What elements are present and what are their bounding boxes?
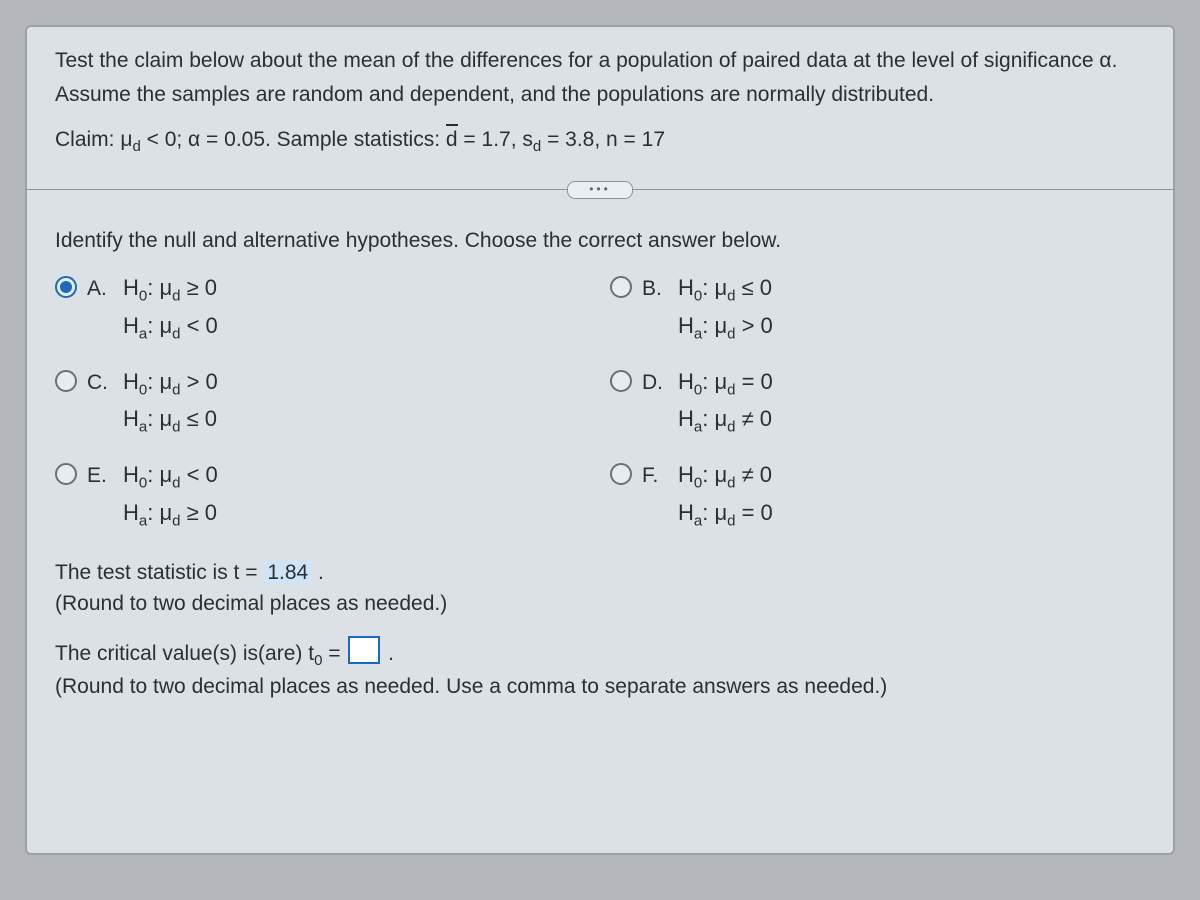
claim-dbar-eq: = 1.7, s bbox=[458, 128, 533, 151]
ha-line: Ha: μd ≤ 0 bbox=[123, 404, 218, 438]
hypotheses-c: H0: μd > 0 Ha: μd ≤ 0 bbox=[123, 367, 218, 438]
choice-b[interactable]: B. H0: μd ≤ 0 Ha: μd > 0 bbox=[610, 273, 1145, 344]
question-panel: Test the claim below about the mean of t… bbox=[25, 25, 1175, 855]
crit-input[interactable] bbox=[348, 636, 380, 664]
question-text: Identify the null and alternative hypoth… bbox=[55, 227, 1145, 255]
separator: ••• bbox=[27, 177, 1173, 201]
intro-line-1: Test the claim below about the mean of t… bbox=[55, 47, 1145, 75]
dbar-letter: d bbox=[446, 128, 458, 151]
hypotheses-a: H0: μd ≥ 0 Ha: μd < 0 bbox=[123, 273, 218, 344]
h0-line: H0: μd = 0 bbox=[678, 367, 773, 401]
choice-a[interactable]: A. H0: μd ≥ 0 Ha: μd < 0 bbox=[55, 273, 590, 344]
tstat-section: The test statistic is t = 1.84 . (Round … bbox=[55, 559, 1145, 618]
choice-letter: A. bbox=[87, 273, 113, 303]
choice-letter: D. bbox=[642, 367, 668, 397]
tstat-value: 1.84 bbox=[263, 561, 312, 584]
tstat-label: The test statistic is t = bbox=[55, 561, 263, 584]
hypotheses-f: H0: μd ≠ 0 Ha: μd = 0 bbox=[678, 460, 773, 531]
crit-section: The critical value(s) is(are) t0 = . (Ro… bbox=[55, 636, 1145, 702]
claim-sd-sub: d bbox=[533, 138, 541, 155]
choices-grid: A. H0: μd ≥ 0 Ha: μd < 0 B. H0: μd ≤ 0 H… bbox=[55, 273, 1145, 531]
choice-letter: F. bbox=[642, 460, 668, 490]
crit-post: . bbox=[382, 642, 394, 665]
choice-c[interactable]: C. H0: μd > 0 Ha: μd ≤ 0 bbox=[55, 367, 590, 438]
claim-mu-sub: d bbox=[132, 138, 140, 155]
radio-c[interactable] bbox=[55, 370, 77, 392]
expand-pill[interactable]: ••• bbox=[567, 181, 633, 199]
h0-line: H0: μd ≤ 0 bbox=[678, 273, 773, 307]
ha-line: Ha: μd ≥ 0 bbox=[123, 498, 218, 532]
choice-letter: C. bbox=[87, 367, 113, 397]
claim-text: Claim: μ d < 0; α = 0.05. Sample statisti… bbox=[55, 128, 665, 151]
ha-line: Ha: μd = 0 bbox=[678, 498, 773, 532]
radio-d[interactable] bbox=[610, 370, 632, 392]
radio-f[interactable] bbox=[610, 463, 632, 485]
hypotheses-e: H0: μd < 0 Ha: μd ≥ 0 bbox=[123, 460, 218, 531]
h0-line: H0: μd > 0 bbox=[123, 367, 218, 401]
ha-line: Ha: μd ≠ 0 bbox=[678, 404, 773, 438]
h0-line: H0: μd ≥ 0 bbox=[123, 273, 218, 307]
choice-letter: B. bbox=[642, 273, 668, 303]
claim-line: Claim: μd < 0; α = 0.05. Sample statisti… bbox=[55, 124, 1145, 157]
h0-line: H0: μd < 0 bbox=[123, 460, 218, 494]
choice-f[interactable]: F. H0: μd ≠ 0 Ha: μd = 0 bbox=[610, 460, 1145, 531]
choice-letter: E. bbox=[87, 460, 113, 490]
tstat-post: . bbox=[312, 561, 324, 584]
dbar-symbol: d bbox=[446, 124, 458, 154]
h0-line: H0: μd ≠ 0 bbox=[678, 460, 773, 494]
radio-b[interactable] bbox=[610, 276, 632, 298]
choice-d[interactable]: D. H0: μd = 0 Ha: μd ≠ 0 bbox=[610, 367, 1145, 438]
claim-tail: = 3.8, n = 17 bbox=[541, 128, 665, 151]
claim-mid: < 0; α = 0.05. Sample statistics: bbox=[141, 128, 446, 151]
crit-note: (Round to two decimal places as needed. … bbox=[55, 673, 1145, 701]
hypotheses-d: H0: μd = 0 Ha: μd ≠ 0 bbox=[678, 367, 773, 438]
radio-a[interactable] bbox=[55, 276, 77, 298]
tstat-note: (Round to two decimal places as needed.) bbox=[55, 590, 1145, 618]
hypotheses-b: H0: μd ≤ 0 Ha: μd > 0 bbox=[678, 273, 773, 344]
claim-mu: Claim: μ bbox=[55, 128, 132, 151]
ha-line: Ha: μd > 0 bbox=[678, 311, 773, 345]
choice-e[interactable]: E. H0: μd < 0 Ha: μd ≥ 0 bbox=[55, 460, 590, 531]
intro-line-2: Assume the samples are random and depend… bbox=[55, 81, 1145, 109]
crit-label: The critical value(s) is(are) t bbox=[55, 642, 314, 665]
radio-e[interactable] bbox=[55, 463, 77, 485]
ha-line: Ha: μd < 0 bbox=[123, 311, 218, 345]
crit-mid: = bbox=[322, 642, 346, 665]
